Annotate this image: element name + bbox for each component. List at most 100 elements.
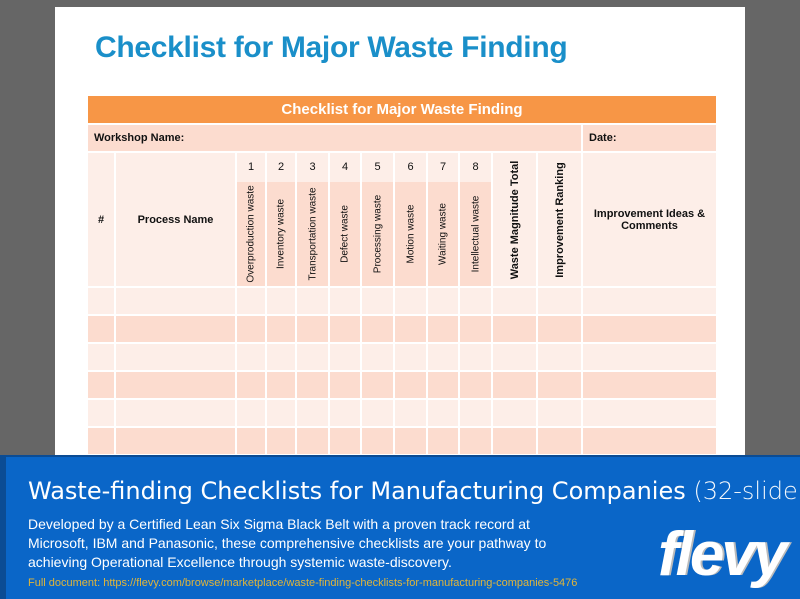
waste-label-cell: Transportation waste	[297, 182, 328, 286]
waste-label: Inventory waste	[275, 198, 287, 270]
table-cell[interactable]	[116, 288, 237, 314]
table-cell[interactable]	[428, 344, 460, 370]
table-cell[interactable]	[297, 400, 330, 426]
table-cell[interactable]	[88, 344, 116, 370]
table-cell[interactable]	[538, 344, 583, 370]
table-cell[interactable]	[116, 372, 237, 398]
table-cell[interactable]	[493, 400, 538, 426]
table-cell[interactable]	[297, 372, 330, 398]
table-cell[interactable]	[460, 316, 493, 342]
table-cell[interactable]	[428, 400, 460, 426]
table-cell[interactable]	[395, 288, 428, 314]
table-cell[interactable]	[116, 400, 237, 426]
table-cell[interactable]	[583, 428, 716, 454]
table-cell[interactable]	[583, 344, 716, 370]
table-cell[interactable]	[460, 428, 493, 454]
table-cell[interactable]	[88, 316, 116, 342]
table-cell[interactable]	[116, 428, 237, 454]
table-cell[interactable]	[88, 400, 116, 426]
table-cell[interactable]	[267, 316, 297, 342]
table-cell[interactable]	[330, 288, 362, 314]
table-cell[interactable]	[493, 316, 538, 342]
table-cell[interactable]	[330, 428, 362, 454]
waste-label-cell: Motion waste	[395, 182, 426, 286]
table-cell[interactable]	[493, 288, 538, 314]
table-cell[interactable]	[267, 428, 297, 454]
table-cell[interactable]	[88, 372, 116, 398]
table-cell[interactable]	[330, 316, 362, 342]
table-cell[interactable]	[538, 316, 583, 342]
col-waste: 4 Defect waste	[330, 153, 362, 286]
table-cell[interactable]	[395, 400, 428, 426]
table-cell[interactable]	[237, 344, 267, 370]
banner-title-text: Waste-finding Checklists for Manufacturi…	[28, 477, 686, 505]
table-cell[interactable]	[362, 372, 395, 398]
table-cell[interactable]	[362, 428, 395, 454]
table-cell[interactable]	[493, 344, 538, 370]
table-cell[interactable]	[297, 428, 330, 454]
table-cell[interactable]	[395, 344, 428, 370]
table-cell[interactable]	[237, 316, 267, 342]
table-cell[interactable]	[116, 344, 237, 370]
table-cell[interactable]	[460, 372, 493, 398]
waste-label-cell: Waiting waste	[428, 182, 458, 286]
table-cell[interactable]	[237, 428, 267, 454]
table-cell[interactable]	[538, 288, 583, 314]
table-cell[interactable]	[583, 400, 716, 426]
table-cell[interactable]	[460, 344, 493, 370]
waste-number: 7	[439, 161, 447, 173]
waste-label: Intellectual waste	[470, 195, 481, 273]
table-header: Checklist for Major Waste Finding	[88, 96, 716, 123]
waste-label-cell: Overproduction waste	[237, 182, 265, 286]
waste-label: Motion waste	[405, 204, 416, 264]
table-cell[interactable]	[538, 428, 583, 454]
table-cell[interactable]	[362, 316, 395, 342]
table-cell[interactable]	[460, 400, 493, 426]
table-cell[interactable]	[395, 316, 428, 342]
waste-label: Waiting waste	[437, 203, 449, 265]
table-cell[interactable]	[428, 428, 460, 454]
table-cell[interactable]	[237, 400, 267, 426]
table-cell[interactable]	[395, 372, 428, 398]
table-cell[interactable]	[88, 428, 116, 454]
table-cell[interactable]	[237, 372, 267, 398]
table-cell[interactable]	[330, 372, 362, 398]
table-cell[interactable]	[538, 372, 583, 398]
table-cell[interactable]	[362, 400, 395, 426]
col-waste-magnitude-total-label: Waste Magnitude Total	[508, 160, 521, 279]
table-cell[interactable]	[428, 372, 460, 398]
col-hash: #	[88, 153, 116, 286]
banner-description: Developed by a Certified Lean Six Sigma …	[28, 516, 547, 570]
waste-label: Transportation waste	[307, 187, 318, 281]
table-cell[interactable]	[297, 316, 330, 342]
table-cell[interactable]	[428, 316, 460, 342]
table-cell[interactable]	[583, 372, 716, 398]
table-cell[interactable]	[267, 372, 297, 398]
table-cell[interactable]	[88, 288, 116, 314]
waste-number: 3	[309, 161, 316, 173]
table-cell[interactable]	[267, 400, 297, 426]
table-cell[interactable]	[330, 400, 362, 426]
table-cell[interactable]	[428, 288, 460, 314]
table-cell[interactable]	[297, 288, 330, 314]
table-cell[interactable]	[362, 288, 395, 314]
waste-label-cell: Processing waste	[362, 182, 393, 286]
table-cell[interactable]	[267, 288, 297, 314]
table-cell[interactable]	[583, 288, 716, 314]
table-cell[interactable]	[460, 288, 493, 314]
table-cell[interactable]	[362, 344, 395, 370]
table-cell[interactable]	[493, 372, 538, 398]
table-cell[interactable]	[583, 316, 716, 342]
table-cell[interactable]	[297, 344, 330, 370]
table-cell[interactable]	[538, 400, 583, 426]
table-cell[interactable]	[267, 344, 297, 370]
waste-number: 8	[472, 161, 479, 173]
checklist-table: Checklist for Major Waste Finding Worksh…	[88, 96, 716, 454]
table-cell[interactable]	[493, 428, 538, 454]
table-cell[interactable]	[395, 428, 428, 454]
col-waste-magnitude-total: Waste Magnitude Total	[493, 153, 538, 286]
table-cell[interactable]	[116, 316, 237, 342]
document-link[interactable]: Full document: https://flevy.com/browse/…	[28, 577, 578, 589]
table-cell[interactable]	[330, 344, 362, 370]
table-cell[interactable]	[237, 288, 267, 314]
